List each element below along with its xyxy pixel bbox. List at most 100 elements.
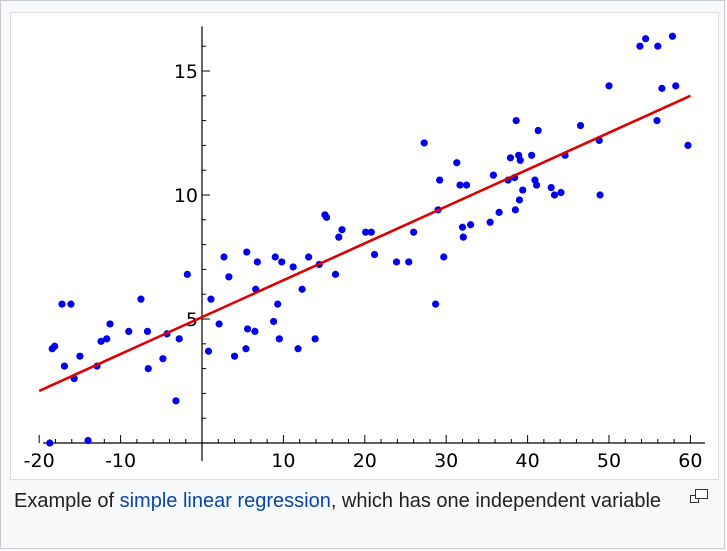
- regression-line: [38, 94, 691, 393]
- magnify-clip-icon[interactable]: [690, 488, 708, 503]
- regression-line-group: [38, 94, 691, 393]
- data-point: [230, 352, 239, 360]
- data-point: [97, 337, 105, 345]
- x-tick-label: -20: [24, 450, 55, 472]
- data-point: [684, 141, 692, 149]
- data-point: [367, 228, 375, 236]
- data-point: [175, 335, 183, 343]
- data-point: [251, 327, 259, 335]
- data-point: [405, 258, 413, 266]
- data-point: [103, 335, 111, 343]
- x-tick-label: 10: [271, 450, 295, 472]
- data-point: [278, 258, 286, 266]
- data-point: [144, 365, 152, 373]
- data-point: [84, 436, 92, 445]
- data-point: [658, 84, 666, 92]
- data-point: [654, 42, 662, 50]
- x-tick-label: 40: [516, 450, 540, 472]
- data-point: [596, 191, 604, 199]
- scatter-plot[interactable]: -20 -10 10 20 30 40 50 60 5 10 15: [9, 11, 718, 479]
- data-point: [275, 335, 283, 343]
- data-point: [125, 327, 133, 335]
- data-point: [335, 233, 343, 241]
- data-point: [458, 223, 467, 231]
- data-point: [270, 317, 278, 326]
- data-point: [274, 300, 282, 308]
- data-point: [420, 139, 428, 147]
- data-point: [636, 42, 644, 50]
- data-point: [60, 362, 69, 370]
- data-point: [242, 345, 250, 353]
- caption-prefix: Example of: [14, 490, 120, 512]
- data-point: [547, 183, 555, 192]
- data-points: [46, 32, 692, 447]
- data-point: [456, 181, 464, 189]
- x-tick-label: 30: [434, 450, 458, 472]
- data-point: [534, 126, 542, 135]
- data-point: [459, 233, 467, 241]
- data-point: [436, 176, 444, 184]
- data-point: [511, 206, 519, 214]
- data-point: [410, 228, 418, 236]
- data-point: [207, 295, 215, 303]
- x-tick-label: 60: [678, 450, 702, 472]
- data-point: [305, 253, 313, 261]
- data-point: [331, 270, 340, 278]
- data-point: [453, 159, 461, 167]
- data-point: [51, 342, 59, 350]
- data-point: [76, 352, 84, 360]
- data-point: [489, 171, 498, 179]
- data-point: [516, 156, 524, 164]
- data-point: [576, 121, 585, 130]
- data-point: [243, 248, 251, 256]
- data-point: [370, 250, 379, 259]
- axis-ticks: -20 -10 10 20 30 40 50 60 5 10 15: [24, 45, 702, 472]
- plot-axes: [43, 26, 705, 461]
- data-point: [183, 270, 191, 278]
- data-point: [225, 273, 233, 281]
- data-point: [672, 82, 680, 90]
- data-point: [532, 181, 541, 189]
- x-tick-label: -10: [105, 450, 136, 472]
- data-point: [653, 117, 661, 125]
- data-point: [432, 300, 440, 308]
- data-point: [467, 221, 475, 229]
- data-point: [440, 253, 448, 261]
- data-point: [220, 253, 228, 261]
- caption-suffix: , which has one independent variable: [330, 490, 662, 512]
- data-point: [143, 327, 152, 335]
- data-point: [322, 213, 331, 221]
- y-tick-label: 5: [186, 309, 198, 331]
- data-point: [289, 263, 297, 271]
- data-point: [557, 188, 565, 197]
- data-point: [294, 345, 302, 353]
- data-point: [253, 258, 261, 266]
- data-point: [506, 154, 515, 162]
- data-point: [298, 285, 306, 293]
- data-point: [204, 347, 213, 355]
- data-point: [515, 196, 524, 204]
- data-point: [362, 228, 370, 236]
- data-point: [172, 397, 180, 405]
- data-point: [137, 295, 145, 303]
- x-tick-label: 20: [353, 450, 377, 472]
- x-tick-label: 50: [597, 450, 621, 472]
- data-point: [215, 320, 223, 328]
- data-point: [486, 218, 494, 226]
- data-point: [243, 325, 252, 333]
- data-point: [271, 253, 279, 261]
- data-point: [668, 32, 677, 40]
- data-point: [311, 335, 319, 343]
- plot-image-frame[interactable]: [10, 12, 719, 480]
- data-point: [462, 181, 471, 189]
- image-caption: Example of simple linear regression, whi…: [14, 486, 664, 517]
- y-tick-label: 15: [174, 61, 198, 83]
- data-point: [58, 300, 66, 308]
- data-point: [605, 82, 613, 90]
- simple-linear-regression-link[interactable]: simple linear regression: [119, 490, 331, 512]
- data-point: [495, 208, 503, 216]
- data-point: [512, 117, 520, 125]
- data-point: [528, 151, 536, 159]
- y-tick-label: 10: [174, 185, 198, 207]
